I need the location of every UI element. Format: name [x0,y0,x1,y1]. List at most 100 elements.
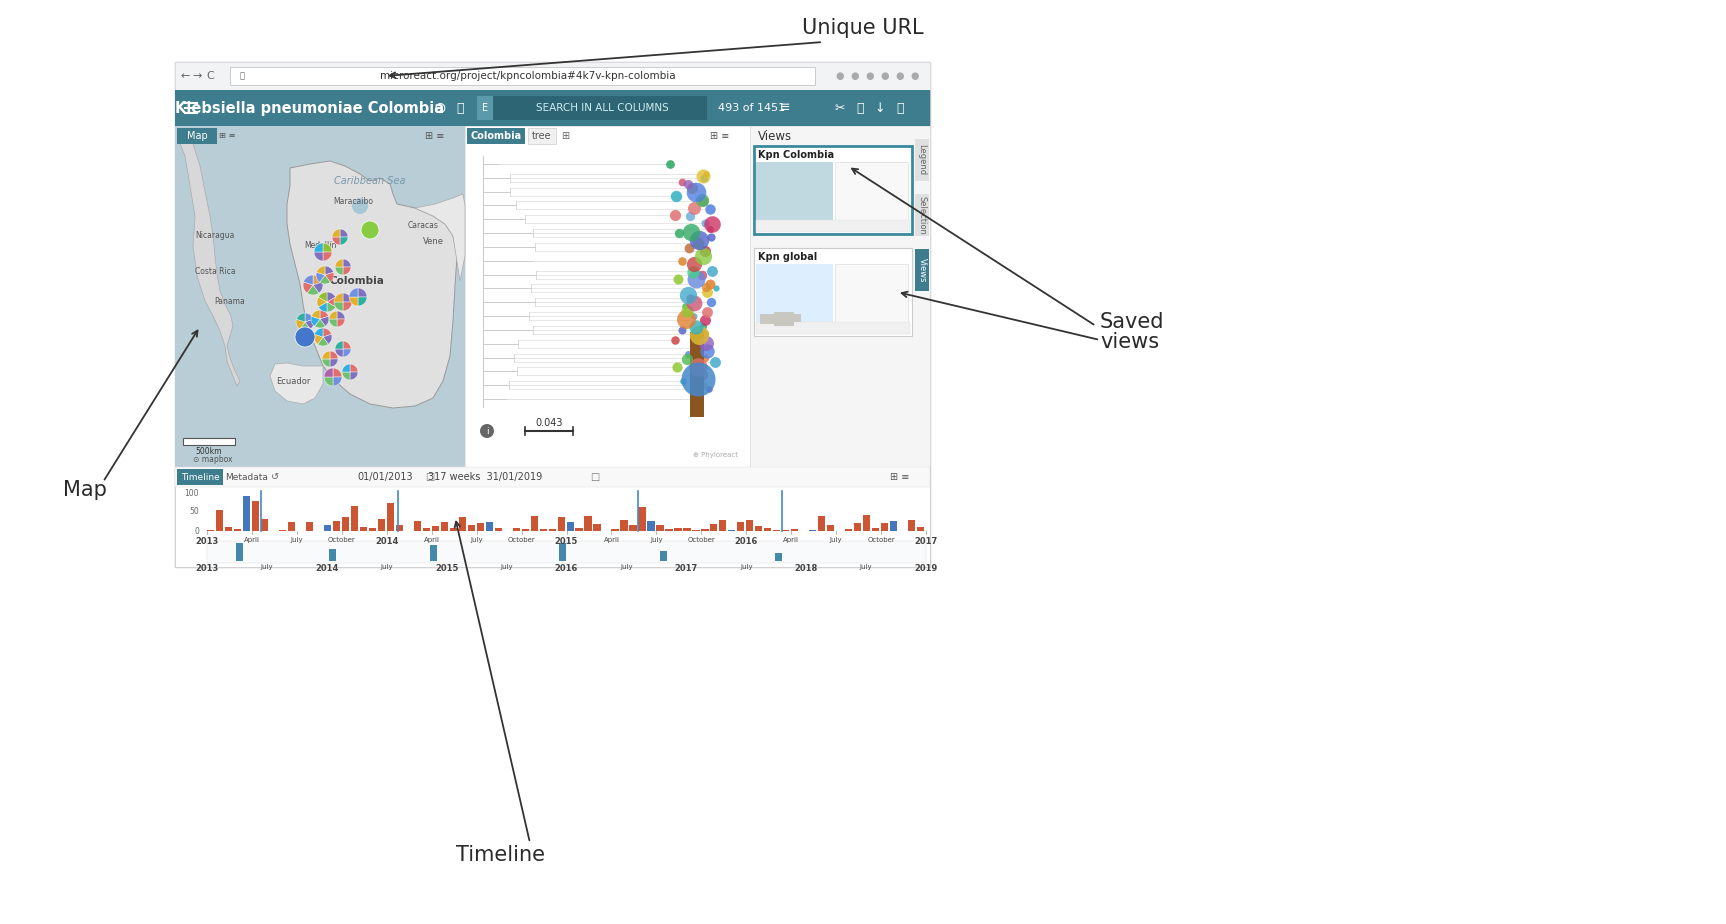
Bar [178,469,223,485]
Text: October: October [507,537,535,543]
Wedge shape [326,292,335,302]
Point [685,328,713,343]
Bar [915,249,929,291]
Wedge shape [295,319,306,329]
Text: October: October [328,537,356,543]
Text: 100: 100 [185,489,198,497]
Text: E: E [482,103,488,113]
Bar [174,467,930,487]
Point [678,225,706,239]
Text: 0: 0 [193,527,198,536]
Wedge shape [335,293,343,302]
Wedge shape [324,266,333,275]
Point [689,368,716,383]
Point [696,277,723,292]
Wedge shape [342,372,350,380]
Text: July: July [380,564,394,570]
Bar [728,529,735,531]
Bar [450,528,457,531]
Text: ⊙ mapbox: ⊙ mapbox [193,455,233,464]
Bar [791,314,801,322]
Point [680,201,708,215]
Point [692,335,720,350]
Text: ⊕ Phyloreact: ⊕ Phyloreact [692,452,737,458]
Text: 2017: 2017 [915,537,937,546]
Bar [756,264,834,332]
Wedge shape [324,368,333,377]
Wedge shape [306,313,314,322]
Bar [521,529,528,531]
Circle shape [480,424,494,438]
Wedge shape [314,252,323,261]
Polygon shape [414,194,464,281]
Point [701,354,728,369]
Bar [818,516,825,531]
Bar [683,529,690,531]
Text: ●: ● [851,71,860,81]
Text: ⊙: ⊙ [433,101,447,116]
Bar [549,529,556,531]
Text: 2014: 2014 [375,537,399,546]
Text: ⊞ ≡: ⊞ ≡ [425,131,445,141]
Bar [306,522,312,531]
Wedge shape [337,319,345,327]
Text: 🔍: 🔍 [456,102,464,115]
Bar [174,62,930,567]
Wedge shape [333,368,342,377]
Wedge shape [350,372,357,380]
Wedge shape [326,297,337,307]
Point [690,378,718,393]
Wedge shape [342,364,350,372]
Point [689,249,716,263]
Point [675,176,702,191]
Text: Kpn Colombia: Kpn Colombia [758,150,834,160]
Bar [459,517,466,531]
Bar [230,67,815,85]
Bar [485,522,494,531]
Bar [692,529,699,531]
Wedge shape [304,282,312,293]
Polygon shape [287,161,457,408]
Text: July: July [830,537,842,543]
Wedge shape [343,341,350,349]
Bar [495,529,502,531]
Wedge shape [319,275,330,284]
Point [661,208,689,223]
Point [682,272,709,286]
Text: July: July [290,537,304,543]
Bar [863,515,870,531]
Point [680,340,708,355]
Wedge shape [318,337,328,346]
Text: →: → [192,71,202,81]
Bar [430,545,437,561]
Text: 2016: 2016 [735,537,758,546]
Point [689,168,716,183]
Bar [854,523,861,531]
Point [675,240,702,255]
Text: Selection: Selection [918,196,927,235]
Wedge shape [330,319,337,327]
Polygon shape [178,131,240,386]
Text: 2018: 2018 [794,564,818,573]
Wedge shape [312,282,323,293]
Text: C: C [205,71,214,81]
Wedge shape [314,328,323,337]
Bar [585,516,592,531]
Point [683,371,711,386]
Point [702,281,730,296]
Text: □: □ [425,472,435,482]
Text: 317 weeks  31/01/2019: 317 weeks 31/01/2019 [428,472,542,482]
Bar [759,314,775,324]
Bar [387,503,394,531]
Wedge shape [323,334,331,345]
Wedge shape [312,275,323,285]
Text: Panama: Panama [214,297,245,306]
Point [678,180,706,195]
Text: Caribbean Sea: Caribbean Sea [335,176,406,186]
Bar [675,529,682,531]
Point [690,350,718,365]
Bar [557,517,564,531]
Bar [756,322,910,334]
Circle shape [352,198,368,214]
Wedge shape [357,288,368,297]
